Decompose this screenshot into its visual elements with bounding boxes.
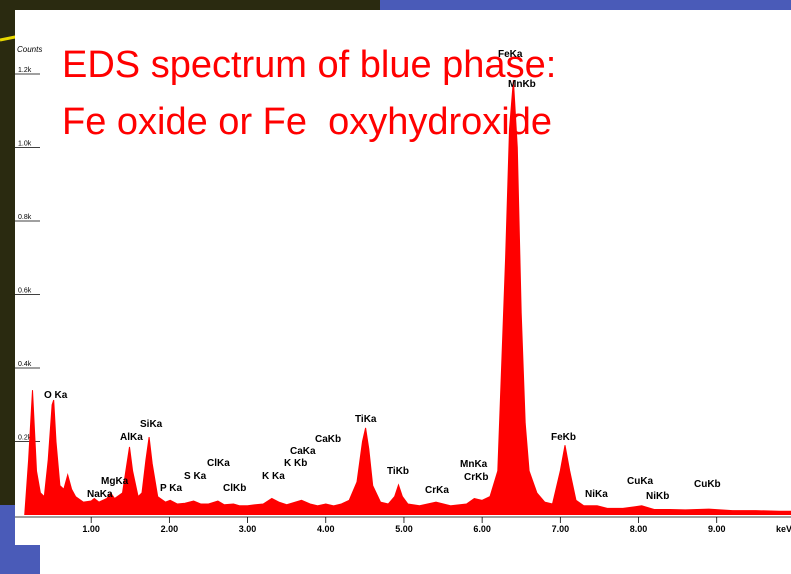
peak-label: TiKb <box>387 466 409 477</box>
x-tick-label: 4.00 <box>317 524 335 534</box>
peak-label: SiKa <box>140 419 163 430</box>
x-tick-label: 5.00 <box>395 524 413 534</box>
peak-label: CrKb <box>464 472 488 483</box>
page: {"chart_data": { "type": "area", "title_… <box>0 0 791 574</box>
x-axis-label: keV <box>776 524 791 534</box>
peak-label: ClKb <box>223 483 246 494</box>
x-tick-label: 7.00 <box>552 524 570 534</box>
peak-label: TiKa <box>355 414 377 425</box>
peak-label: S Ka <box>184 471 207 482</box>
y-tick-label: 1.0k <box>18 141 32 148</box>
peak-label: NaKa <box>87 489 113 500</box>
peak-label: MgKa <box>101 476 129 487</box>
x-tick-label: 2.00 <box>161 524 179 534</box>
peak-label: CuKa <box>627 476 654 487</box>
peak-label: K Ka <box>262 471 285 482</box>
chart: Counts keV 0.2k0.4k0.6k0.8k1.0k1.2k1.002… <box>0 0 791 574</box>
y-tick-label: 0.8k <box>18 214 32 221</box>
y-tick-label: 1.2k <box>18 67 32 74</box>
x-tick-label: 1.00 <box>82 524 100 534</box>
peak-label: MnKb <box>508 79 536 90</box>
peak-label: FeKb <box>551 432 576 443</box>
y-axis-label: Counts <box>17 45 42 54</box>
y-tick-label: 0.6k <box>18 288 32 295</box>
peak-label: FeKa <box>498 49 523 60</box>
title-line: EDS spectrum of blue phase: <box>62 44 556 86</box>
peak-label: CuKb <box>694 479 721 490</box>
x-tick-label: 8.00 <box>630 524 648 534</box>
peak-label: P Ka <box>160 483 182 494</box>
peak-label: MnKa <box>460 459 488 470</box>
peak-label: CaKb <box>315 434 341 445</box>
peak-label: CrKa <box>425 485 449 496</box>
title-line: Fe oxide or Fe oxyhydroxide <box>62 101 552 143</box>
x-tick-label: 9.00 <box>708 524 726 534</box>
peak-label: ClKa <box>207 458 230 469</box>
photo-strip <box>0 0 15 505</box>
peak-label: O Ka <box>44 390 68 401</box>
photo-strip <box>0 0 380 10</box>
y-tick-label: 0.4k <box>18 361 32 368</box>
peak-label: K Kb <box>284 458 307 469</box>
x-tick-label: 3.00 <box>239 524 257 534</box>
peak-label: NiKa <box>585 489 608 500</box>
slide-band <box>380 0 791 10</box>
peak-label: NiKb <box>646 491 669 502</box>
peak-label: CaKa <box>290 446 316 457</box>
x-tick-label: 6.00 <box>473 524 491 534</box>
peak-label: AlKa <box>120 432 143 443</box>
